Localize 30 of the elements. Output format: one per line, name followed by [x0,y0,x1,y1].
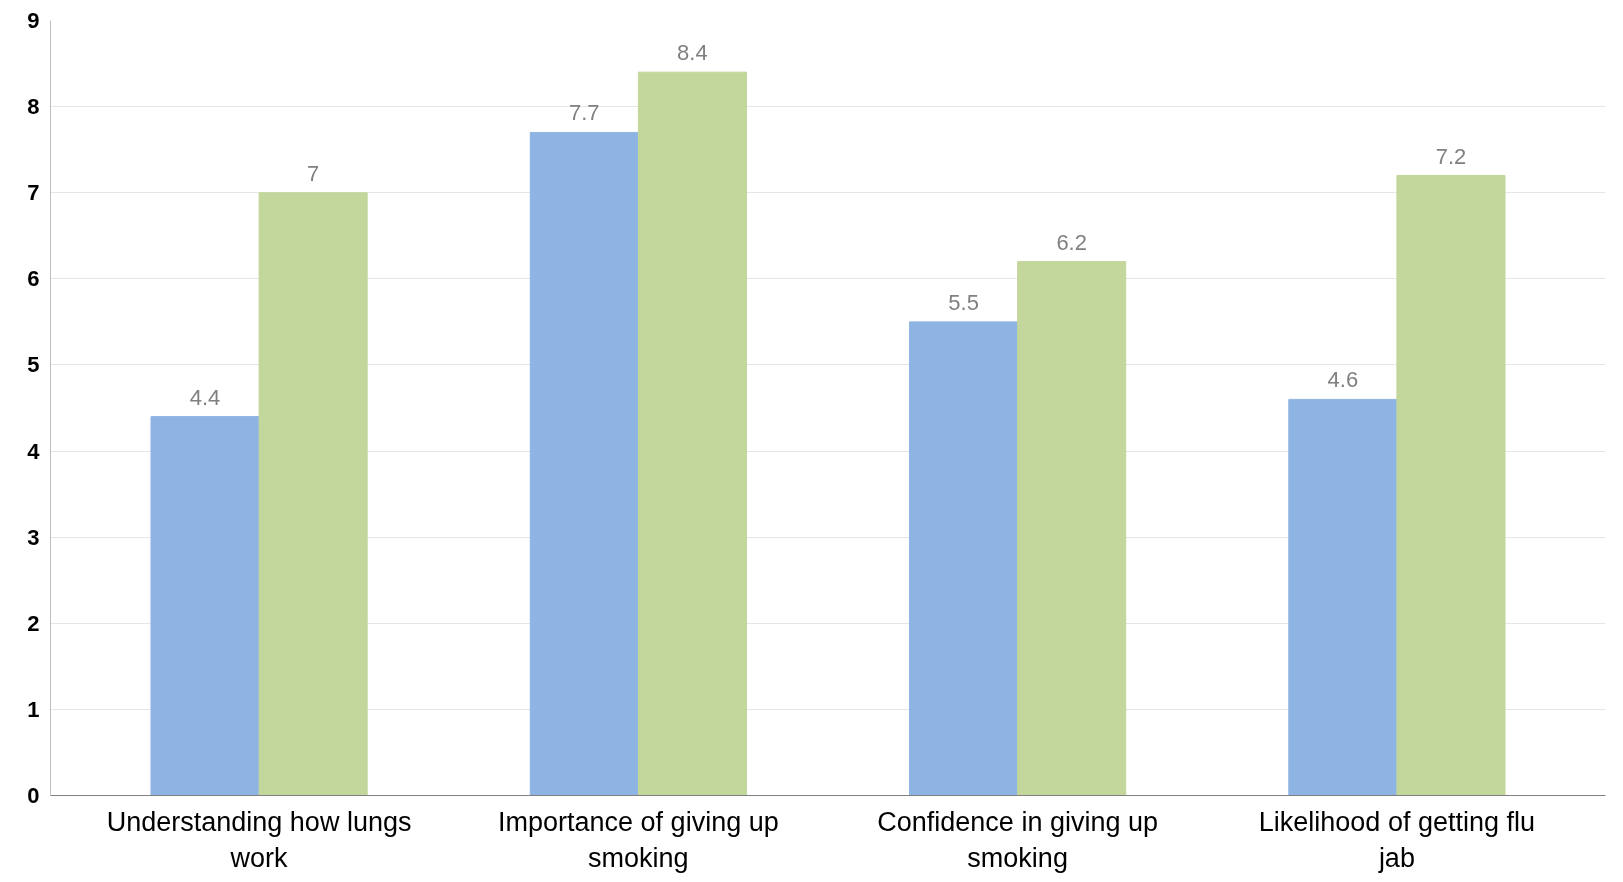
y-tick-label: 8 [27,94,40,120]
y-tick-label: 7 [27,180,40,206]
data-label: 6.2 [1056,229,1087,255]
y-tick-label: 2 [27,610,40,636]
bar [258,192,368,796]
bar [150,416,260,796]
data-label: 5.5 [948,289,979,315]
bar [529,131,639,796]
data-label: 4.6 [1327,367,1359,393]
bar [637,71,747,796]
data-label: 4.4 [189,384,221,410]
bar [1396,175,1506,796]
data-label: 7.7 [569,100,600,126]
x-tick-label: Importance of giving up smoking [498,806,779,873]
y-tick-label: 3 [27,524,40,550]
y-tick-label: 4 [27,438,41,464]
y-tick-label: 0 [27,783,40,808]
data-label: 7.2 [1435,143,1467,169]
data-label: 8.4 [677,40,708,66]
y-tick-label: 6 [27,266,40,292]
y-tick-label: 1 [27,696,40,722]
y-tick-label: 5 [27,352,40,378]
bar [1288,398,1398,796]
bar [909,321,1019,796]
y-tick-label: 9 [27,8,40,33]
x-tick-label: Confidence in giving up smoking [877,806,1158,873]
bar [1017,261,1127,796]
x-tick-label: Understanding how lungs work [106,806,412,873]
x-tick-label: Likelihood of getting flu jab [1258,806,1536,873]
data-label: 7 [307,160,320,186]
